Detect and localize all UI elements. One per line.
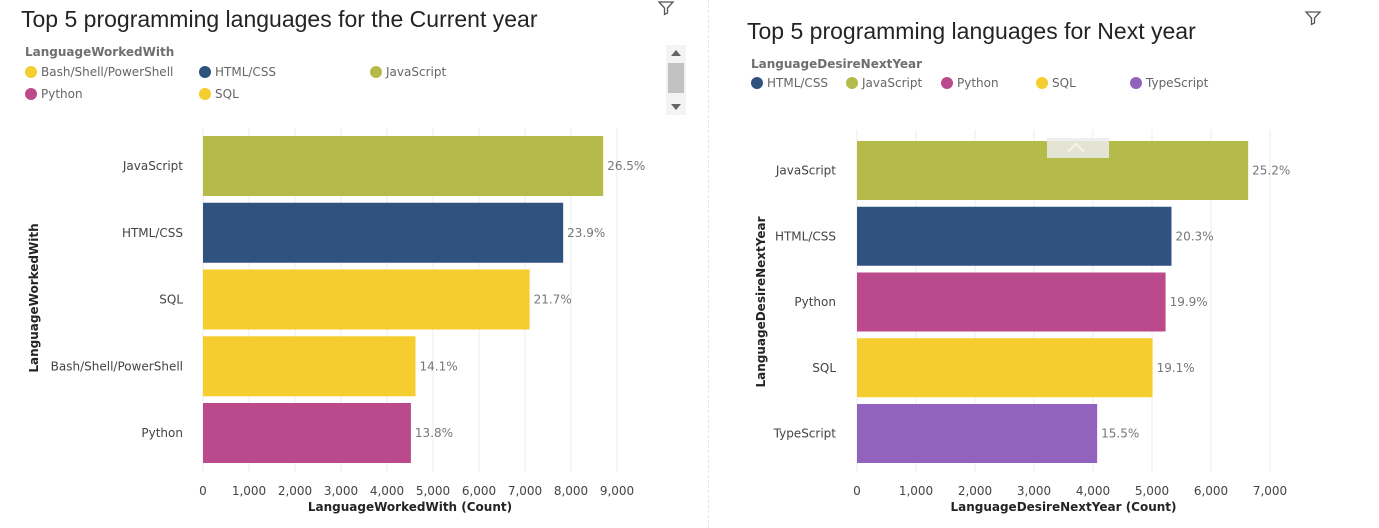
- legend-scrollbar[interactable]: [666, 45, 686, 115]
- category-label: Python: [141, 426, 183, 440]
- x-tick-label: 7,000: [508, 484, 542, 498]
- x-tick-label: 4,000: [370, 484, 404, 498]
- legend-label: HTML/CSS: [215, 65, 277, 79]
- x-tick-label: 7,000: [1253, 484, 1287, 498]
- data-label: 26.5%: [607, 159, 645, 173]
- legend-marker: [370, 66, 382, 78]
- legend-label: Bash/Shell/PowerShell: [41, 65, 174, 79]
- legend-label: SQL: [1052, 76, 1076, 90]
- legend-marker: [199, 88, 211, 100]
- legend-label: TypeScript: [1146, 76, 1209, 90]
- legend-marker: [1036, 77, 1048, 89]
- legend-item[interactable]: HTML/CSS: [751, 76, 828, 90]
- data-label: 20.3%: [1175, 229, 1213, 243]
- scroll-up-arrow-icon[interactable]: [671, 50, 681, 56]
- bar[interactable]: [203, 336, 416, 397]
- x-tick-label: 6,000: [462, 484, 496, 498]
- legend-label: Python: [957, 76, 999, 90]
- legend-label: Python: [41, 87, 83, 101]
- bar[interactable]: [203, 269, 530, 330]
- legend-label: JavaScript: [386, 65, 447, 79]
- panel-divider: [708, 0, 709, 528]
- data-label: 23.9%: [567, 226, 605, 240]
- legend-item[interactable]: HTML/CSS: [199, 65, 276, 79]
- chart-title: Top 5 programming languages for Next yea…: [747, 18, 1196, 44]
- x-tick-label: 2,000: [278, 484, 312, 498]
- y-axis-label: LanguageWorkedWith: [27, 223, 41, 372]
- legend-marker: [25, 66, 37, 78]
- legend-item[interactable]: JavaScript: [370, 65, 446, 79]
- category-label: JavaScript: [775, 164, 836, 178]
- x-tick-label: 4,000: [1076, 484, 1110, 498]
- filter-icon[interactable]: [657, 0, 675, 16]
- legend-item[interactable]: SQL: [1036, 76, 1076, 90]
- bar[interactable]: [857, 272, 1166, 332]
- bar-chart: JavaScript 25.2% HTML/CSS 20.3% Python 19.9% S…: [754, 130, 1290, 514]
- legend-item[interactable]: Bash/Shell/PowerShell: [25, 65, 173, 79]
- data-label: 14.1%: [420, 359, 458, 373]
- legend-item[interactable]: JavaScript: [846, 76, 922, 90]
- legend-item[interactable]: SQL: [199, 87, 239, 101]
- data-label: 19.1%: [1157, 361, 1195, 375]
- x-tick-label: 1,000: [899, 484, 933, 498]
- collapse-button[interactable]: [1047, 138, 1109, 160]
- bar[interactable]: [857, 338, 1153, 398]
- x-tick-label: 3,000: [1017, 484, 1051, 498]
- category-label: HTML/CSS: [122, 226, 183, 240]
- category-label: Python: [794, 295, 836, 309]
- legend-marker: [199, 66, 211, 78]
- category-label: JavaScript: [122, 159, 183, 173]
- legend-item[interactable]: Python: [25, 87, 83, 101]
- legend-item[interactable]: Python: [941, 76, 999, 90]
- scroll-down-arrow-icon[interactable]: [671, 104, 681, 110]
- x-tick-label: 5,000: [416, 484, 450, 498]
- bar[interactable]: [203, 403, 411, 463]
- bar[interactable]: [203, 136, 604, 196]
- legend-label: SQL: [215, 87, 239, 101]
- x-tick-label: 5,000: [1135, 484, 1169, 498]
- legend-title: LanguageDesireNextYear: [751, 57, 923, 71]
- x-tick-label: 1,000: [232, 484, 266, 498]
- category-label: TypeScript: [773, 427, 837, 441]
- y-axis-label: LanguageDesireNextYear: [754, 216, 768, 387]
- chart-title: Top 5 programming languages for the Curr…: [21, 6, 538, 32]
- category-label: SQL: [159, 293, 183, 307]
- x-tick-label: 0: [199, 484, 207, 498]
- chart-panel-current-year: Top 5 programming languages for the Curr…: [21, 0, 686, 514]
- x-tick-label: 0: [853, 484, 861, 498]
- legend-label: HTML/CSS: [767, 76, 829, 90]
- legend-marker: [1130, 77, 1142, 89]
- legend-title: LanguageWorkedWith: [25, 45, 175, 59]
- category-label: SQL: [812, 361, 836, 375]
- x-tick-label: 2,000: [958, 484, 992, 498]
- legend-item[interactable]: TypeScript: [1130, 76, 1208, 90]
- bar[interactable]: [857, 404, 1098, 463]
- chevron-up-icon: [1067, 142, 1085, 160]
- filter-icon[interactable]: [1304, 10, 1322, 26]
- legend-marker: [846, 77, 858, 89]
- data-label: 13.8%: [415, 426, 453, 440]
- legend-marker: [751, 77, 763, 89]
- x-tick-label: 6,000: [1194, 484, 1228, 498]
- legend-marker: [941, 77, 953, 89]
- bar[interactable]: [203, 202, 564, 263]
- scroll-thumb[interactable]: [668, 63, 684, 93]
- x-axis-label: LanguageWorkedWith (Count): [308, 500, 512, 514]
- bar-chart: JavaScript 26.5% HTML/CSS 23.9% SQL 21.7% Bash…: [27, 128, 645, 514]
- bar[interactable]: [857, 206, 1172, 266]
- data-label: 21.7%: [534, 293, 572, 307]
- data-label: 15.5%: [1101, 427, 1139, 441]
- legend-marker: [25, 88, 37, 100]
- category-label: HTML/CSS: [775, 229, 836, 243]
- x-tick-label: 8,000: [554, 484, 588, 498]
- data-label: 25.2%: [1252, 164, 1290, 178]
- category-label: Bash/Shell/PowerShell: [51, 359, 183, 373]
- x-tick-label: 9,000: [600, 484, 634, 498]
- legend-label: JavaScript: [862, 76, 923, 90]
- chart-panel-next-year: Top 5 programming languages for Next yea…: [725, 0, 1379, 528]
- data-label: 19.9%: [1170, 295, 1208, 309]
- x-tick-label: 3,000: [324, 484, 358, 498]
- x-axis-label: LanguageDesireNextYear (Count): [950, 500, 1176, 514]
